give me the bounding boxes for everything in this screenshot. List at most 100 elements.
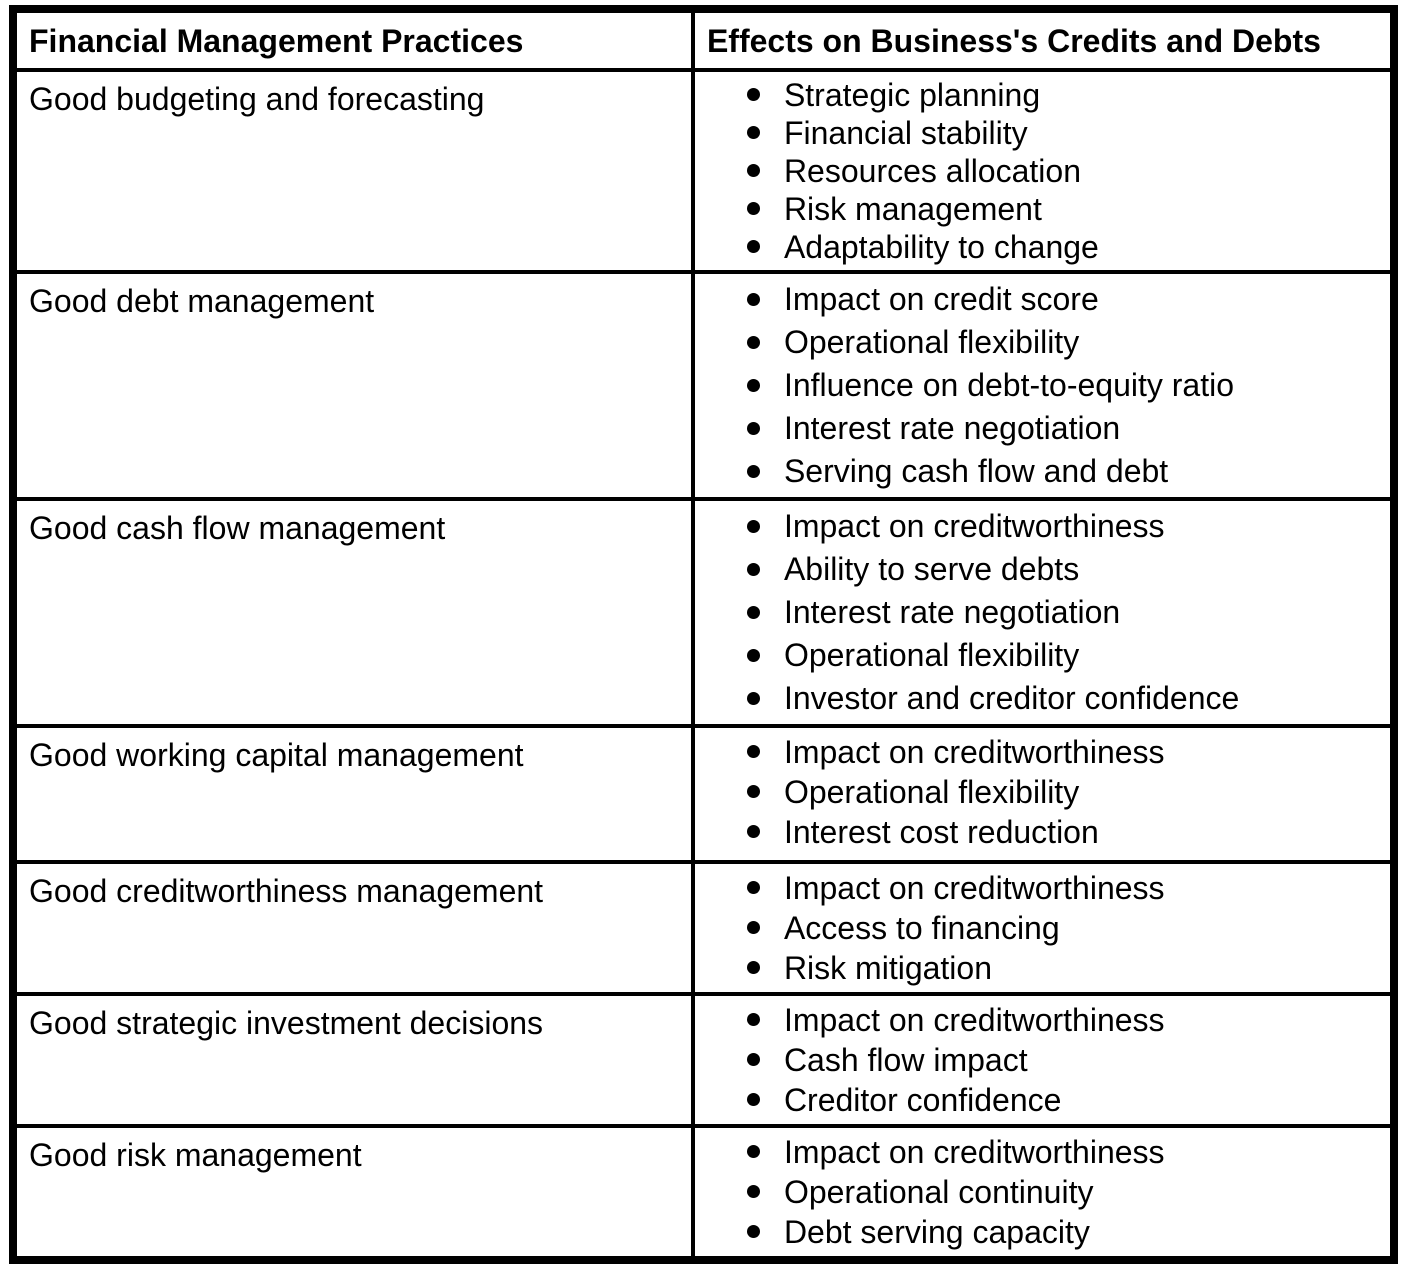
bullet-icon <box>746 336 760 350</box>
bullet-icon <box>746 240 760 254</box>
effect-item: Influence on debt-to-equity ratio <box>746 364 1382 407</box>
bullet-icon <box>746 465 760 479</box>
effects-list: Impact on credit score Operational flexi… <box>703 278 1382 493</box>
effect-text: Debt serving capacity <box>783 1214 1090 1251</box>
bullet-icon <box>746 785 760 799</box>
effect-text: Impact on creditworthiness <box>783 870 1165 907</box>
effect-text: Investor and creditor confidence <box>783 680 1240 717</box>
effect-item: Interest rate negotiation <box>746 591 1382 634</box>
practice-cell: Good cash flow management <box>11 497 695 729</box>
effect-item: Impact on creditworthiness <box>746 1132 1382 1172</box>
bullet-icon <box>746 520 760 534</box>
effects-list: Impact on creditworthiness Cash flow imp… <box>703 1000 1382 1120</box>
bullet-icon <box>746 1053 760 1067</box>
effect-text: Impact on creditworthiness <box>783 734 1165 771</box>
effect-item: Risk management <box>746 190 1382 228</box>
effects-list: Impact on creditworthiness Ability to se… <box>703 505 1382 720</box>
effects-list: Impact on creditworthiness Operational f… <box>703 732 1382 852</box>
table-row: Good working capital management Impact o… <box>11 724 1397 865</box>
effect-item: Impact on creditworthiness <box>746 868 1382 908</box>
effect-item: Impact on credit score <box>746 278 1382 321</box>
effects-list: Strategic planning Financial stability R… <box>703 76 1382 266</box>
bullet-icon <box>746 692 760 706</box>
effect-text: Operational continuity <box>783 1174 1094 1211</box>
bullet-icon <box>746 88 760 102</box>
effect-item: Cash flow impact <box>746 1040 1382 1080</box>
bullet-icon <box>746 1093 760 1107</box>
effect-text: Interest rate negotiation <box>783 594 1121 631</box>
table-row: Good creditworthiness management Impact … <box>11 860 1397 997</box>
effect-text: Serving cash flow and debt <box>783 453 1169 490</box>
effect-item: Operational flexibility <box>746 634 1382 677</box>
effect-text: Impact on creditworthiness <box>783 1134 1165 1171</box>
effect-item: Strategic planning <box>746 76 1382 114</box>
bullet-icon <box>746 1185 760 1199</box>
effect-text: Impact on creditworthiness <box>783 1002 1165 1039</box>
effect-text: Risk management <box>783 191 1042 228</box>
bullet-icon <box>746 563 760 577</box>
effects-cell: Impact on credit score Operational flexi… <box>690 270 1397 502</box>
effect-item: Operational flexibility <box>746 321 1382 364</box>
effects-cell: Impact on creditworthiness Cash flow imp… <box>690 992 1397 1129</box>
table-row: Good budgeting and forecasting Strategic… <box>11 68 1397 275</box>
practice-cell: Good strategic investment decisions <box>11 992 695 1129</box>
bullet-icon <box>746 881 760 895</box>
bullet-icon <box>746 164 760 178</box>
bullet-icon <box>746 1013 760 1027</box>
practice-cell: Good budgeting and forecasting <box>11 68 695 275</box>
bullet-icon <box>746 961 760 975</box>
effects-cell: Impact on creditworthiness Access to fin… <box>690 860 1397 997</box>
effect-item: Creditor confidence <box>746 1080 1382 1120</box>
effects-cell: Impact on creditworthiness Operational f… <box>690 724 1397 865</box>
bullet-icon <box>746 293 760 307</box>
effect-text: Operational flexibility <box>783 324 1080 361</box>
bullet-icon <box>746 1225 760 1239</box>
practice-cell: Good debt management <box>11 270 695 502</box>
practice-cell: Good working capital management <box>11 724 695 865</box>
table-row: Good debt management Impact on credit sc… <box>11 270 1397 502</box>
effect-item: Adaptability to change <box>746 228 1382 266</box>
effect-item: Impact on creditworthiness <box>746 732 1382 772</box>
table-row: Good strategic investment decisions Impa… <box>11 992 1397 1129</box>
effects-cell: Impact on creditworthiness Ability to se… <box>690 497 1397 729</box>
effect-text: Creditor confidence <box>783 1082 1062 1119</box>
effect-text: Risk mitigation <box>783 950 992 987</box>
effects-cell: Impact on creditworthiness Operational c… <box>690 1124 1397 1263</box>
bullet-icon <box>746 379 760 393</box>
effect-text: Operational flexibility <box>783 774 1080 811</box>
effect-text: Interest rate negotiation <box>783 410 1121 447</box>
effect-text: Impact on creditworthiness <box>783 508 1165 545</box>
effect-text: Cash flow impact <box>783 1042 1028 1079</box>
effects-list: Impact on creditworthiness Access to fin… <box>703 868 1382 988</box>
practice-cell: Good risk management <box>11 1124 695 1263</box>
effect-item: Financial stability <box>746 114 1382 152</box>
bullet-icon <box>746 825 760 839</box>
column-header-practices: Financial Management Practices <box>11 6 695 73</box>
effect-text: Influence on debt-to-equity ratio <box>783 367 1234 404</box>
effect-text: Operational flexibility <box>783 637 1080 674</box>
effect-text: Strategic planning <box>783 77 1041 114</box>
effects-list: Impact on creditworthiness Operational c… <box>703 1132 1382 1252</box>
bullet-icon <box>746 422 760 436</box>
bullet-icon <box>746 1145 760 1159</box>
bullet-icon <box>746 649 760 663</box>
practice-cell: Good creditworthiness management <box>11 860 695 997</box>
bullet-icon <box>746 921 760 935</box>
effect-item: Interest cost reduction <box>746 812 1382 852</box>
effect-text: Impact on credit score <box>783 281 1099 318</box>
effect-item: Interest rate negotiation <box>746 407 1382 450</box>
bullet-icon <box>746 606 760 620</box>
effect-text: Ability to serve debts <box>783 551 1080 588</box>
effects-cell: Strategic planning Financial stability R… <box>690 68 1397 275</box>
effect-text: Adaptability to change <box>783 229 1099 266</box>
effect-item: Impact on creditworthiness <box>746 505 1382 548</box>
effect-item: Operational continuity <box>746 1172 1382 1212</box>
effect-item: Ability to serve debts <box>746 548 1382 591</box>
effect-item: Serving cash flow and debt <box>746 450 1382 493</box>
effect-text: Interest cost reduction <box>783 814 1099 851</box>
effect-item: Impact on creditworthiness <box>746 1000 1382 1040</box>
effect-item: Resources allocation <box>746 152 1382 190</box>
effect-item: Debt serving capacity <box>746 1212 1382 1252</box>
effect-text: Access to financing <box>783 910 1060 947</box>
